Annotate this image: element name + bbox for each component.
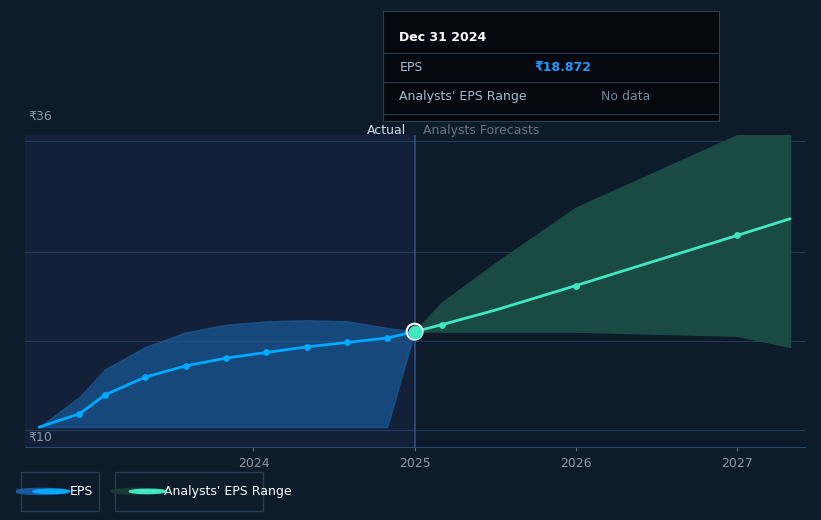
Point <box>341 339 354 347</box>
Text: Analysts' EPS Range: Analysts' EPS Range <box>164 485 291 498</box>
Text: ₹18.872: ₹18.872 <box>534 60 591 73</box>
Text: ₹10: ₹10 <box>29 431 53 444</box>
Point <box>219 354 232 362</box>
Point <box>569 281 582 290</box>
Circle shape <box>130 489 166 493</box>
Point <box>300 343 313 351</box>
Text: EPS: EPS <box>70 485 93 498</box>
Point <box>99 391 112 399</box>
Circle shape <box>14 488 68 495</box>
Point <box>73 410 86 418</box>
Circle shape <box>111 488 164 495</box>
Point <box>408 328 421 336</box>
Point <box>259 348 273 357</box>
Text: Actual: Actual <box>367 124 406 137</box>
Circle shape <box>33 489 70 493</box>
Point <box>408 328 421 336</box>
Point <box>179 362 192 370</box>
Text: ₹36: ₹36 <box>29 110 53 123</box>
Point <box>435 320 448 329</box>
Point <box>139 373 152 381</box>
Text: Dec 31 2024: Dec 31 2024 <box>400 31 487 44</box>
Point <box>731 231 744 240</box>
Text: Analysts' EPS Range: Analysts' EPS Range <box>400 90 527 103</box>
Text: EPS: EPS <box>400 60 423 73</box>
Text: No data: No data <box>602 90 651 103</box>
Bar <box>25 135 415 447</box>
Point <box>381 334 394 342</box>
Text: Analysts Forecasts: Analysts Forecasts <box>423 124 539 137</box>
